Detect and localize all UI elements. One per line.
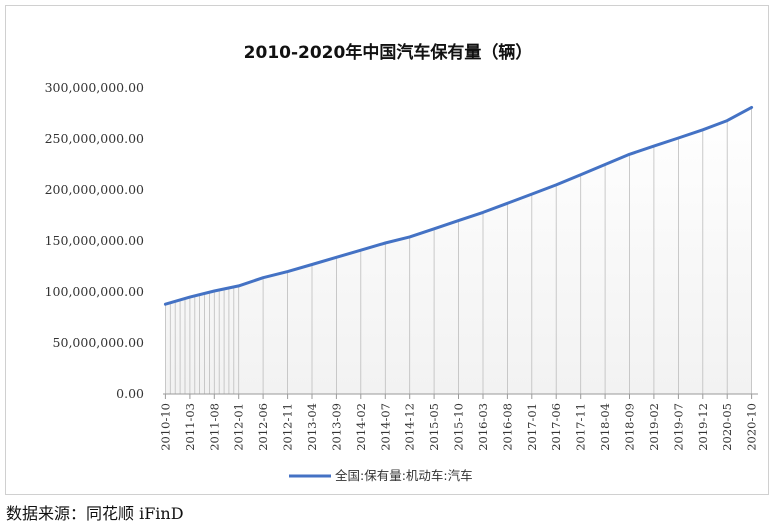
y-tick-label: 300,000,000.00 — [45, 80, 144, 95]
drop-lines — [164, 107, 752, 394]
x-tick-label: 2019-07 — [671, 403, 685, 451]
x-tick-label: 2020-10 — [745, 403, 759, 451]
x-tick-label: 2018-04 — [598, 403, 612, 451]
x-tick-label: 2018-09 — [623, 403, 637, 451]
legend-label: 全国:保有量:机动车:汽车 — [335, 468, 473, 483]
y-tick-label: 200,000,000.00 — [45, 182, 144, 197]
x-tick-label: 2020-05 — [720, 403, 734, 451]
x-tick-label: 2015-05 — [427, 403, 441, 451]
x-tick-label: 2017-11 — [574, 403, 588, 451]
x-tick-label: 2013-09 — [329, 403, 343, 451]
x-tick-label: 2019-12 — [696, 403, 710, 451]
series-line — [163, 105, 754, 306]
chart-title: 2010-2020年中国汽车保有量（辆） — [244, 42, 533, 63]
x-tick-label: 2016-03 — [476, 403, 490, 451]
x-tick-label: 2012-06 — [256, 403, 270, 451]
y-tick-label: 150,000,000.00 — [45, 233, 144, 248]
source-note: 数据来源：同花顺 iFinD — [6, 504, 184, 523]
chart-frame: 2010-10 2011-03 2011-08 2012-01 2012-06 2012-… — [5, 5, 769, 495]
x-tick-label: 2017-01 — [525, 403, 539, 451]
chart-svg: 2010-10 2011-03 2011-08 2012-01 2012-06 2012-… — [45, 42, 759, 483]
x-tick-label: 2012-01 — [232, 403, 246, 451]
x-tick-label: 2014-02 — [354, 403, 368, 451]
x-tick-label: 2011-08 — [207, 403, 221, 451]
y-tick-label: 100,000,000.00 — [45, 284, 144, 299]
x-tick-label: 2019-02 — [647, 403, 661, 451]
x-tick-label: 2014-07 — [378, 403, 392, 451]
y-tick-label: 50,000,000.00 — [53, 335, 144, 350]
y-tick-label: 0.00 — [116, 386, 144, 401]
x-tick-label: 2016-08 — [500, 403, 514, 451]
x-tick-label: 2017-06 — [549, 403, 563, 451]
x-tick-label: 2013-04 — [305, 403, 319, 451]
y-tick-label: 250,000,000.00 — [45, 131, 144, 146]
x-tick-label: 2014-12 — [403, 403, 417, 451]
x-tick-label: 2015-10 — [452, 403, 466, 451]
x-tick-label: 2011-03 — [183, 403, 197, 451]
x-tick-label: 2010-10 — [158, 403, 172, 451]
x-tick-label: 2012-11 — [281, 403, 295, 451]
